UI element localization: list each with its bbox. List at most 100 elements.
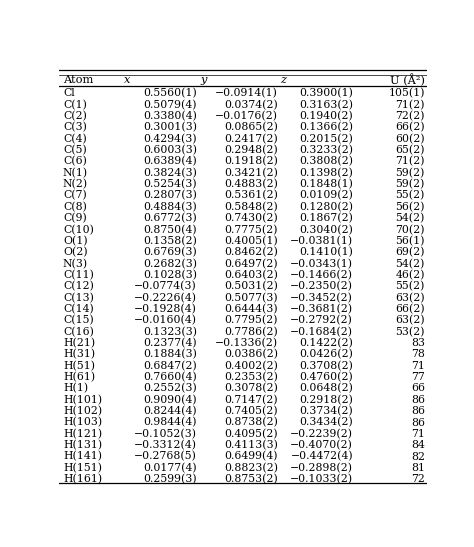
Text: 0.3001(3): 0.3001(3) <box>143 123 197 132</box>
Text: C(15): C(15) <box>63 315 94 325</box>
Text: C(12): C(12) <box>63 281 94 292</box>
Text: 53(2): 53(2) <box>395 327 425 337</box>
Text: 0.0865(2): 0.0865(2) <box>224 123 278 132</box>
Text: 0.3233(2): 0.3233(2) <box>299 145 353 155</box>
Text: −0.2768(5): −0.2768(5) <box>134 451 197 462</box>
Text: −0.0160(4): −0.0160(4) <box>134 315 197 325</box>
Text: 0.9844(4): 0.9844(4) <box>144 417 197 428</box>
Text: 0.7775(2): 0.7775(2) <box>224 224 278 235</box>
Text: 0.7405(2): 0.7405(2) <box>224 406 278 416</box>
Text: 105(1): 105(1) <box>388 88 425 98</box>
Text: 0.8753(2): 0.8753(2) <box>224 474 278 485</box>
Text: 56(1): 56(1) <box>395 236 425 246</box>
Text: 0.8823(2): 0.8823(2) <box>224 463 278 473</box>
Text: 0.4002(2): 0.4002(2) <box>224 360 278 371</box>
Text: 0.4760(2): 0.4760(2) <box>300 372 353 382</box>
Text: −0.0381(1): −0.0381(1) <box>290 236 353 246</box>
Text: H(161): H(161) <box>63 474 102 485</box>
Text: 60(2): 60(2) <box>395 133 425 144</box>
Text: 0.1398(2): 0.1398(2) <box>299 168 353 178</box>
Text: 59(2): 59(2) <box>395 179 425 189</box>
Text: 0.4005(1): 0.4005(1) <box>224 236 278 246</box>
Text: C(14): C(14) <box>63 304 94 314</box>
Text: C(10): C(10) <box>63 224 94 235</box>
Text: 0.5254(3): 0.5254(3) <box>143 179 197 189</box>
Text: 0.2918(2): 0.2918(2) <box>299 395 353 405</box>
Text: 0.1422(2): 0.1422(2) <box>299 338 353 348</box>
Text: 0.0386(2): 0.0386(2) <box>224 350 278 359</box>
Text: −0.0914(1): −0.0914(1) <box>215 88 278 98</box>
Text: −0.1684(2): −0.1684(2) <box>290 327 353 337</box>
Text: 0.3808(2): 0.3808(2) <box>299 156 353 167</box>
Text: 77: 77 <box>411 372 425 382</box>
Text: −0.1336(2): −0.1336(2) <box>215 338 278 348</box>
Text: C(6): C(6) <box>63 156 87 167</box>
Text: 0.4883(2): 0.4883(2) <box>224 179 278 189</box>
Text: 0.4884(3): 0.4884(3) <box>143 202 197 212</box>
Text: C(13): C(13) <box>63 293 94 303</box>
Text: 0.6499(4): 0.6499(4) <box>224 451 278 462</box>
Text: 0.1323(3): 0.1323(3) <box>143 327 197 337</box>
Text: C(1): C(1) <box>63 100 87 110</box>
Text: 0.3824(3): 0.3824(3) <box>143 168 197 178</box>
Text: −0.2792(2): −0.2792(2) <box>290 315 353 325</box>
Text: U (Å²): U (Å²) <box>390 74 425 86</box>
Text: 0.7795(2): 0.7795(2) <box>224 315 278 325</box>
Text: 0.6389(4): 0.6389(4) <box>143 156 197 167</box>
Text: H(103): H(103) <box>63 417 102 428</box>
Text: −0.3312(4): −0.3312(4) <box>134 440 197 450</box>
Text: 0.5079(4): 0.5079(4) <box>144 100 197 110</box>
Text: 0.5031(2): 0.5031(2) <box>224 281 278 292</box>
Text: −0.4070(2): −0.4070(2) <box>290 440 353 450</box>
Text: C(2): C(2) <box>63 111 87 121</box>
Text: 0.7430(2): 0.7430(2) <box>224 213 278 223</box>
Text: 55(2): 55(2) <box>395 190 425 201</box>
Text: 70(2): 70(2) <box>395 224 425 235</box>
Text: −0.3681(2): −0.3681(2) <box>290 304 353 314</box>
Text: −0.4472(4): −0.4472(4) <box>291 451 353 462</box>
Text: 0.5848(2): 0.5848(2) <box>224 202 278 212</box>
Text: H(141): H(141) <box>63 451 102 462</box>
Text: −0.0343(1): −0.0343(1) <box>290 259 353 269</box>
Text: 0.5560(1): 0.5560(1) <box>143 88 197 98</box>
Text: 71(2): 71(2) <box>395 156 425 167</box>
Text: 0.3040(2): 0.3040(2) <box>299 224 353 235</box>
Text: 0.3380(4): 0.3380(4) <box>143 111 197 121</box>
Text: H(21): H(21) <box>63 338 95 348</box>
Text: 0.2599(3): 0.2599(3) <box>143 474 197 485</box>
Text: C(11): C(11) <box>63 270 94 280</box>
Text: 0.0177(4): 0.0177(4) <box>143 463 197 473</box>
Text: 0.1366(2): 0.1366(2) <box>299 123 353 132</box>
Text: 0.6847(2): 0.6847(2) <box>143 360 197 371</box>
Text: 0.8738(2): 0.8738(2) <box>224 417 278 428</box>
Text: 65(2): 65(2) <box>395 145 425 155</box>
Text: 0.1884(3): 0.1884(3) <box>143 350 197 359</box>
Text: 72: 72 <box>411 474 425 484</box>
Text: 0.6769(3): 0.6769(3) <box>143 247 197 258</box>
Text: 0.3421(2): 0.3421(2) <box>224 168 278 178</box>
Text: N(2): N(2) <box>63 179 88 189</box>
Text: C(8): C(8) <box>63 202 87 212</box>
Text: 0.0109(2): 0.0109(2) <box>299 190 353 201</box>
Text: 71: 71 <box>411 429 425 439</box>
Text: H(102): H(102) <box>63 406 102 416</box>
Text: −0.3452(2): −0.3452(2) <box>290 293 353 303</box>
Text: 0.1028(3): 0.1028(3) <box>143 270 197 280</box>
Text: 71: 71 <box>411 361 425 371</box>
Text: H(121): H(121) <box>63 429 102 439</box>
Text: 84: 84 <box>411 440 425 450</box>
Text: 0.7147(2): 0.7147(2) <box>224 395 278 405</box>
Text: 46(2): 46(2) <box>395 270 425 280</box>
Text: C(5): C(5) <box>63 145 87 155</box>
Text: 56(2): 56(2) <box>395 202 425 212</box>
Text: 0.2682(3): 0.2682(3) <box>143 259 197 269</box>
Text: H(101): H(101) <box>63 395 102 405</box>
Text: 82: 82 <box>411 452 425 462</box>
Text: 0.8750(4): 0.8750(4) <box>143 224 197 235</box>
Text: 0.1918(2): 0.1918(2) <box>224 156 278 167</box>
Text: x: x <box>124 75 130 85</box>
Text: 0.2015(2): 0.2015(2) <box>299 133 353 144</box>
Text: 0.1358(2): 0.1358(2) <box>143 236 197 246</box>
Text: −0.0774(3): −0.0774(3) <box>134 281 197 292</box>
Text: 66(2): 66(2) <box>395 123 425 132</box>
